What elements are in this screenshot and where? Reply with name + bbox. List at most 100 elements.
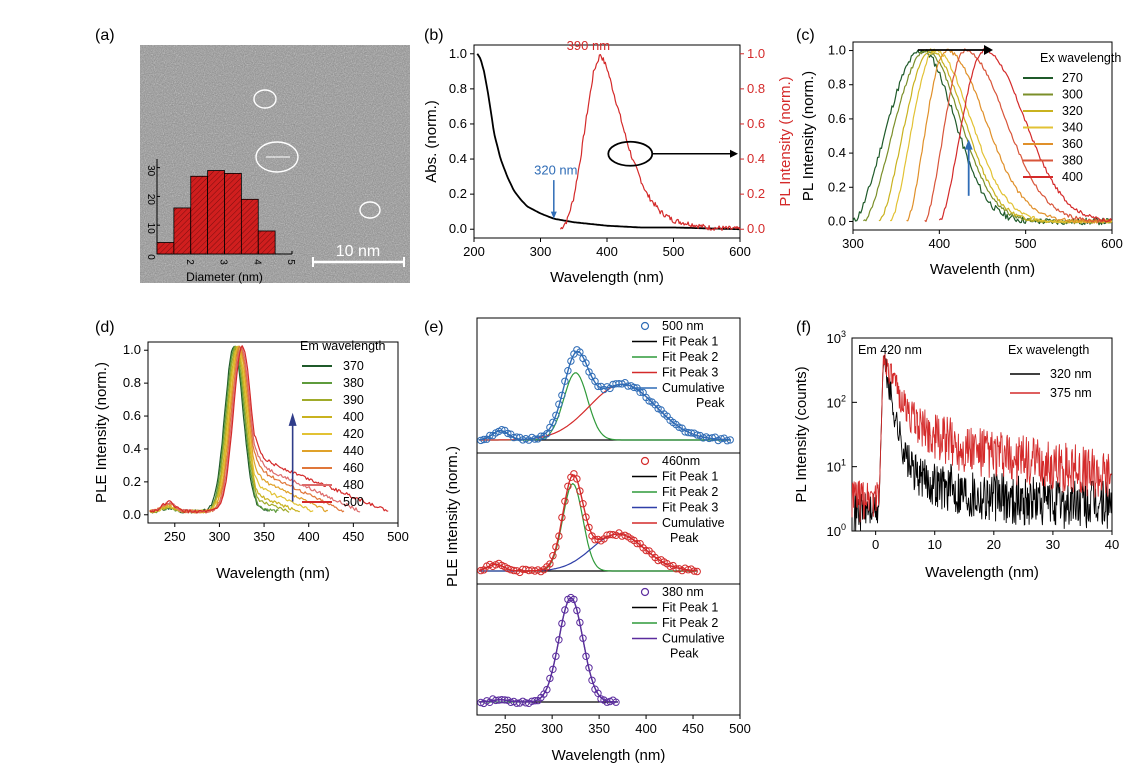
cumulative-peak — [478, 474, 697, 572]
data-point — [480, 435, 488, 444]
data-point — [555, 636, 563, 644]
series-400 — [149, 345, 300, 514]
data-point — [585, 664, 593, 672]
hist-x-tick-label: 4 — [251, 259, 262, 265]
data-point — [552, 411, 560, 419]
x-axis-tick-label: 350 — [253, 529, 275, 544]
y-axis-left-tick-label: 0.8 — [449, 81, 467, 96]
legend-label: 390 — [343, 393, 364, 407]
series-380 — [924, 48, 1112, 223]
legend-label: Fit Peak 3 — [662, 501, 718, 515]
hist-bar — [173, 207, 192, 255]
series-400 — [938, 48, 1113, 223]
y-axis-left-tick-label: 0.4 — [449, 151, 467, 166]
data-point — [486, 431, 494, 440]
abs-line — [476, 53, 740, 231]
data-point — [576, 348, 584, 356]
particle-marker — [359, 201, 381, 219]
x-axis-tick-label: 40 — [1105, 537, 1119, 552]
series-320-nm — [852, 354, 1112, 532]
legend-marker — [640, 456, 650, 466]
data-point — [564, 367, 572, 375]
y-axis-label: PL Intensity (counts) — [793, 366, 810, 502]
data-point — [588, 676, 596, 684]
particle-marker — [253, 89, 277, 109]
data-point — [666, 562, 674, 570]
legend-label: Cumulative — [662, 381, 725, 395]
y-axis-tick-label: 103 — [827, 329, 846, 346]
y-axis-tick-label: 0.8 — [123, 375, 141, 390]
legend-label: 460nm — [662, 454, 700, 468]
data-point — [573, 475, 581, 483]
hist-x-axis-label: Diameter (nm) — [186, 270, 263, 284]
edge-arrow-head — [550, 211, 557, 219]
legend-label: Peak — [670, 647, 699, 661]
x-axis-tick-label: 10 — [927, 537, 941, 552]
y-axis-tick-label: 100 — [827, 522, 846, 539]
panel-label-c: (c) — [796, 27, 815, 44]
y-axis-label: PL Intensity (norm.) — [800, 71, 817, 201]
hist-x-tick-label: 5 — [285, 259, 296, 265]
x-axis-label: Wavelength (nm) — [925, 564, 1039, 581]
y-axis-right-tick-label: 0.4 — [747, 151, 765, 166]
data-point — [543, 685, 551, 694]
legend-label: 370 — [343, 359, 364, 373]
x-axis-tick-label: 400 — [298, 529, 320, 544]
data-point — [675, 423, 683, 431]
data-point — [582, 359, 590, 367]
panel-label-e: (e) — [424, 319, 444, 336]
legend-label: Peak — [670, 531, 699, 545]
y-axis-tick-label: 0.0 — [123, 507, 141, 522]
x-axis-tick-label: 500 — [387, 529, 409, 544]
legend-label: 380 — [343, 376, 364, 390]
data-point — [582, 513, 590, 521]
data-point — [582, 652, 590, 660]
data-point — [552, 652, 560, 660]
data-point — [543, 430, 551, 438]
x-axis-tick-label: 250 — [164, 529, 186, 544]
data-point — [567, 357, 575, 365]
panel-f: 0 10 20 30 40 100 101 102 103 Wavelength (nm) PL I… — [793, 329, 1119, 581]
legend-label: 380 nm — [662, 585, 704, 599]
y-axis-tick-label: 0.4 — [828, 145, 846, 160]
panel-d: 250 300 350 400 450 500 0.0 0.2 0.4 0.6 0.8 1.0 Wave… — [93, 339, 409, 582]
data-point — [570, 595, 578, 604]
data-point — [564, 482, 572, 490]
x-axis-tick-label: 20 — [987, 537, 1001, 552]
series-360 — [906, 48, 1112, 224]
legend-label: 420 — [343, 427, 364, 441]
legend-label: 380 — [1062, 154, 1083, 168]
x-axis-tick-label: 300 — [541, 721, 563, 736]
y-axis-right-label: PL Intensity (norm.) — [777, 76, 794, 206]
data-point — [537, 432, 545, 440]
x-axis-tick-label: 400 — [596, 244, 618, 259]
data-point — [693, 567, 701, 576]
y-axis-left-tick-label: 0.0 — [449, 221, 467, 236]
x-axis-tick-label: 400 — [635, 721, 657, 736]
y-axis-tick-label: 0.6 — [828, 111, 846, 126]
hist-y-tick-label: 0 — [145, 254, 156, 260]
y-axis-tick-label: 101 — [827, 458, 846, 475]
x-axis-tick-label: 500 — [1015, 236, 1037, 251]
legend-label: 375 nm — [1050, 386, 1092, 400]
x-axis-tick-label: 0 — [872, 537, 879, 552]
particle-marker — [255, 141, 299, 173]
x-axis-tick-label: 600 — [729, 244, 751, 259]
hist-y-tick-label: 20 — [145, 194, 156, 206]
legend-label: 400 — [343, 410, 364, 424]
legend-label: Peak — [696, 396, 725, 410]
y-axis-left-tick-label: 1.0 — [449, 46, 467, 61]
data-point — [633, 539, 641, 548]
data-point — [513, 433, 521, 441]
data-point — [726, 436, 734, 444]
panel-label-a: (a) — [95, 27, 115, 44]
data-point — [561, 497, 569, 505]
data-point — [555, 532, 563, 540]
plot-frame — [147, 341, 399, 524]
peak-annotation: 390 nm — [567, 38, 610, 53]
x-axis-tick-label: 500 — [663, 244, 685, 259]
data-point — [549, 552, 557, 560]
data-point — [690, 567, 698, 575]
legend-label: 480 — [343, 478, 364, 492]
